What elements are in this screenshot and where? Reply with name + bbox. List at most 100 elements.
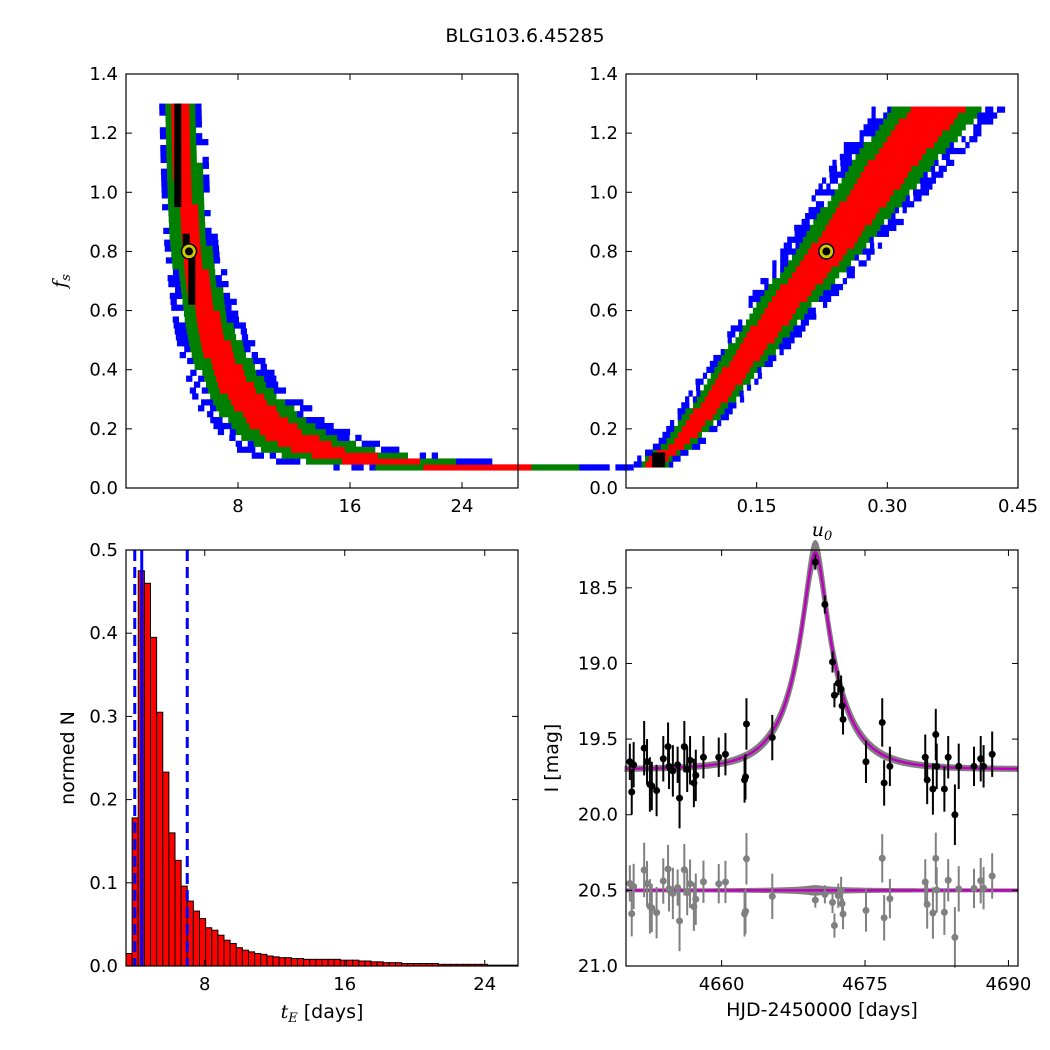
heatmap-cell — [831, 266, 836, 273]
heatmap-cell — [915, 165, 920, 172]
tl-xtick-label: 8 — [232, 496, 243, 517]
heatmap-cell — [886, 142, 892, 149]
heatmap-cell — [891, 159, 896, 166]
heatmap-cell — [727, 384, 732, 391]
heatmap-cell — [906, 201, 911, 208]
heatmap-cell — [438, 458, 445, 465]
heatmap-cell — [175, 292, 183, 300]
heatmap-cell — [945, 124, 951, 131]
heatmap-cell — [908, 183, 913, 190]
heatmap-cell — [811, 260, 816, 267]
heatmap-cell — [827, 272, 832, 279]
heatmap-cell — [841, 230, 846, 237]
heatmap-cell — [910, 147, 915, 155]
heatmap-cell — [859, 136, 864, 143]
heatmap-cell — [823, 260, 828, 267]
heatmap-cell — [865, 230, 870, 237]
heatmap-cell — [965, 112, 970, 119]
histogram-bar — [192, 910, 200, 967]
heatmap-peak — [174, 103, 182, 208]
heatmap-cell — [842, 183, 847, 190]
heatmap-cell — [852, 159, 857, 166]
heatmap-cell — [833, 230, 839, 237]
tl-xtick-label: 16 — [339, 496, 362, 517]
heatmap-cell — [798, 224, 803, 232]
heatmap-cell — [877, 242, 883, 249]
heatmap-cell — [255, 411, 262, 418]
heatmap-cell — [213, 310, 221, 317]
tr-ytick-label: 1.0 — [589, 182, 618, 203]
heatmap-cell — [861, 230, 866, 237]
histogram-bar — [174, 859, 182, 967]
heatmap-cell — [764, 289, 769, 297]
heatmap-cell — [922, 106, 927, 113]
heatmap-cell — [758, 325, 763, 332]
heatmap-cell — [265, 381, 273, 388]
heatmap-cell — [480, 458, 487, 465]
heatmap-cell — [200, 298, 207, 305]
heatmap-cell — [965, 142, 970, 149]
heatmap-cell — [922, 159, 927, 166]
heatmap-cell — [745, 360, 750, 368]
heatmap-cell — [837, 171, 842, 178]
heatmap-cell — [185, 192, 192, 199]
heatmap-cell — [910, 159, 916, 166]
heatmap-cell — [166, 150, 173, 158]
heatmap-cell — [772, 260, 777, 267]
heatmap-cell — [969, 136, 974, 143]
residual-point — [970, 884, 978, 892]
heatmap-cell — [167, 180, 174, 187]
heatmap-cell — [817, 218, 822, 226]
heatmap-cell — [183, 109, 190, 116]
heatmap-cell — [241, 428, 249, 436]
heatmap-cell — [249, 399, 256, 406]
heatmap-cell — [941, 124, 947, 131]
heatmap-cell — [842, 236, 847, 243]
heatmap-cell — [793, 325, 798, 332]
heatmap-cell — [883, 142, 888, 149]
heatmap-cell — [431, 452, 439, 459]
heatmap-cell — [766, 331, 771, 338]
heatmap-cell — [185, 174, 192, 181]
heatmap-cell — [186, 204, 193, 211]
heatmap-cell — [799, 254, 805, 261]
heatmap-cell — [864, 224, 869, 232]
heatmap-cell — [833, 171, 838, 178]
heatmap-cell — [803, 272, 808, 279]
heatmap-cell — [288, 405, 295, 412]
heatmap-cell — [800, 313, 805, 320]
heatmap-cell — [723, 390, 729, 397]
heatmap-cell — [829, 171, 834, 178]
heatmap-cell — [166, 139, 173, 146]
heatmap-cell — [387, 446, 394, 453]
heatmap-cell — [882, 207, 888, 214]
heatmap-cell — [977, 112, 982, 119]
data-point — [880, 779, 888, 787]
heatmap-cell — [708, 396, 713, 403]
histogram-bar — [303, 958, 311, 967]
heatmap-cell — [791, 266, 797, 273]
heatmap-cell — [879, 142, 884, 149]
heatmap-cell — [206, 340, 214, 347]
heatmap-cell — [849, 183, 855, 190]
heatmap-cell — [730, 378, 735, 385]
heatmap-cell — [307, 434, 314, 441]
heatmap-cell — [886, 201, 891, 208]
heatmap-cell — [261, 446, 268, 453]
heatmap-cell — [615, 464, 622, 471]
data-point — [988, 750, 996, 758]
residual-point — [839, 910, 847, 918]
heatmap-cell — [176, 340, 184, 347]
heatmap-cell — [525, 464, 532, 471]
heatmap-cell — [973, 124, 978, 131]
heatmap-cell — [910, 153, 915, 161]
heatmap-cell — [946, 159, 951, 166]
heatmap-cell — [883, 159, 888, 166]
heatmap-cell — [799, 272, 804, 279]
heatmap-cell — [243, 387, 251, 394]
heatmap-cell — [241, 334, 249, 341]
heatmap-cell — [778, 337, 783, 344]
heatmap-cell — [198, 215, 205, 223]
heatmap-cell — [872, 224, 877, 232]
heatmap-cell — [783, 242, 788, 249]
